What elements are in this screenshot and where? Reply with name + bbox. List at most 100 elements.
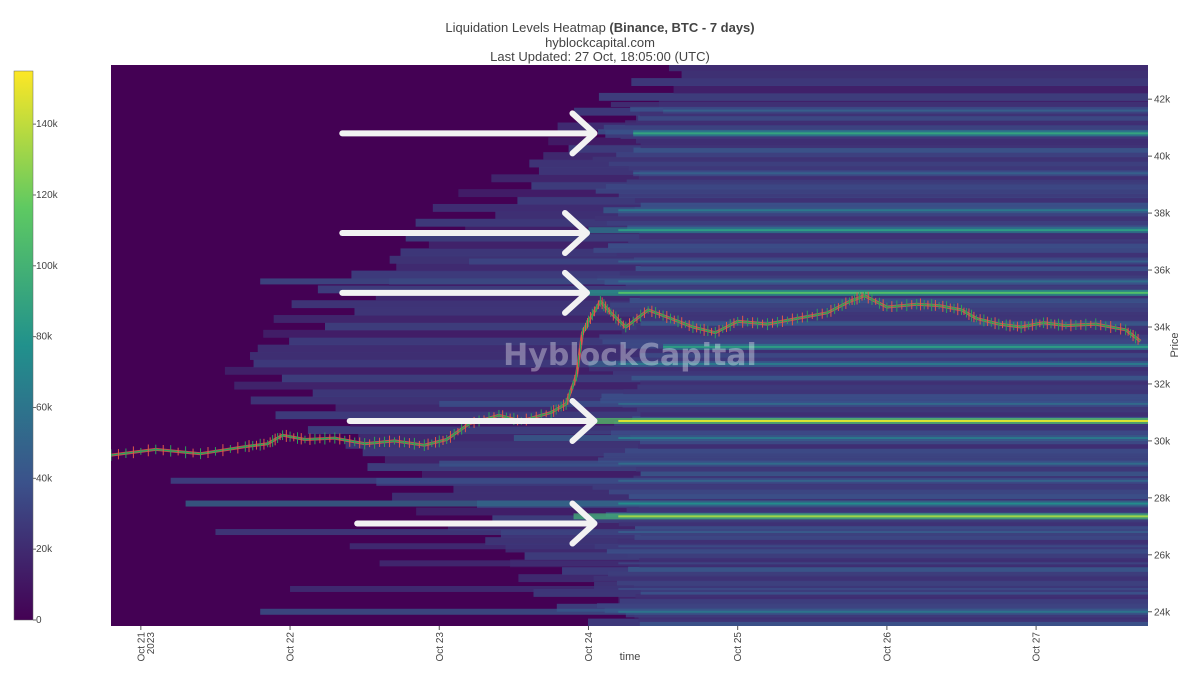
heatmap-cell bbox=[681, 70, 1148, 79]
heatmap-cell bbox=[616, 252, 1148, 258]
arrow-head bbox=[562, 210, 591, 257]
heatmap-cell bbox=[605, 184, 1148, 190]
liquidation-band-core bbox=[618, 545, 1148, 548]
heatmap-cell bbox=[621, 329, 1148, 335]
liquidation-band-core bbox=[618, 402, 1148, 405]
liquidation-band-core bbox=[618, 515, 1148, 518]
heatmap-cell bbox=[595, 188, 1148, 194]
liquidation-band-core bbox=[663, 109, 1148, 112]
colorbar-ticks: 0 20k 40k 60k 80k 100k 120k 140k bbox=[33, 119, 59, 626]
heatmap-cell bbox=[639, 621, 1148, 626]
y-tick-label: 34k bbox=[1154, 322, 1171, 333]
heatmap-cell bbox=[638, 115, 1148, 121]
heatmap-cell bbox=[588, 366, 1148, 372]
heatmap-cell bbox=[618, 193, 1148, 199]
x-tick-label: Oct 21 bbox=[136, 632, 147, 662]
heatmap-cell bbox=[618, 211, 1148, 217]
heatmap-cell bbox=[598, 457, 1148, 463]
heatmap-cell bbox=[636, 407, 1148, 413]
heatmap-cell bbox=[626, 507, 1148, 513]
liquidation-band-core bbox=[618, 587, 1148, 590]
chart-subtitle: hyblockcapital.com bbox=[545, 35, 655, 50]
heatmap-cell bbox=[631, 375, 1148, 381]
heatmap-cell bbox=[639, 234, 1148, 240]
colorbar-tick-label: 60k bbox=[36, 402, 53, 413]
heatmap-cell bbox=[601, 393, 1148, 399]
liquidation-band-core bbox=[618, 419, 1148, 422]
x-tick-label: Oct 25 bbox=[733, 632, 744, 662]
x-axis-label: time bbox=[620, 651, 641, 663]
heatmap-cell bbox=[630, 357, 1148, 363]
heatmap-cell bbox=[618, 521, 1148, 527]
y-tick-label: 36k bbox=[1154, 266, 1171, 277]
heatmap-cell bbox=[602, 338, 1148, 345]
heatmap-cell bbox=[623, 389, 1148, 395]
y-axis-ticks: 24k 26k 28k 30k 32k 34k 36k 38k 40k 42k bbox=[1148, 95, 1171, 618]
heatmap-cell bbox=[634, 534, 1148, 540]
liquidation-band-core bbox=[618, 280, 1148, 283]
heatmap-cell bbox=[628, 493, 1148, 499]
x-tick-label: Oct 22 bbox=[286, 632, 297, 662]
heatmap-cell bbox=[637, 384, 1148, 390]
colorbar bbox=[13, 70, 34, 621]
heatmap-cell bbox=[638, 616, 1148, 622]
colorbar-tick-label: 100k bbox=[36, 261, 59, 272]
heatmap-cell bbox=[640, 471, 1148, 477]
heatmap-cell bbox=[627, 553, 1148, 559]
y-tick-label: 26k bbox=[1154, 550, 1171, 561]
heatmap-cell bbox=[635, 525, 1148, 531]
heatmap-cell bbox=[626, 179, 1148, 185]
heatmap-cell bbox=[640, 379, 1148, 386]
x-tick-label: Oct 26 bbox=[882, 632, 893, 662]
arrow-head bbox=[569, 500, 598, 547]
heatmap-cell bbox=[635, 138, 1148, 144]
heatmap-cell bbox=[639, 293, 1148, 299]
heatmap-cell bbox=[625, 448, 1148, 454]
heatmap-cell bbox=[608, 161, 1148, 167]
liquidation-band-core bbox=[618, 229, 1148, 232]
heatmap-cell bbox=[629, 297, 1148, 303]
heatmap-cell bbox=[598, 92, 1148, 101]
heatmap-cell bbox=[638, 174, 1148, 180]
x-tick-label: Oct 24 bbox=[584, 632, 595, 662]
heatmap-cell bbox=[619, 598, 1148, 604]
y-tick-label: 40k bbox=[1154, 152, 1171, 163]
annotation-arrows bbox=[339, 110, 598, 547]
heatmap-cell bbox=[634, 197, 1148, 203]
heatmap-cell bbox=[591, 307, 1148, 313]
heatmap-cell bbox=[631, 78, 1148, 87]
heatmap-cell bbox=[632, 316, 1148, 322]
heatmap-cell bbox=[608, 489, 1148, 495]
x-tick-label: Oct 23 bbox=[435, 632, 446, 662]
heatmap-cell bbox=[636, 325, 1148, 331]
arrow-head bbox=[569, 110, 598, 157]
liquidation-band-core bbox=[618, 209, 1148, 212]
heatmap-cell bbox=[640, 143, 1148, 149]
heatmap-cell bbox=[592, 484, 1148, 490]
liquidation-band-core bbox=[618, 437, 1148, 440]
colorbar-tick-label: 120k bbox=[36, 190, 59, 201]
y-tick-label: 28k bbox=[1154, 493, 1171, 504]
heatmap-cell bbox=[640, 352, 1148, 358]
heatmap-cell bbox=[608, 243, 1148, 249]
heatmap-cell bbox=[639, 111, 1148, 117]
y-tick-label: 32k bbox=[1154, 379, 1171, 390]
liquidation-band-core bbox=[633, 172, 1148, 175]
heatmap-cell bbox=[590, 425, 1148, 431]
y-tick-label: 24k bbox=[1154, 607, 1171, 618]
colorbar-tick-label: 20k bbox=[36, 544, 53, 555]
heatmap-cell bbox=[603, 452, 1148, 458]
liquidation-bands bbox=[170, 65, 1148, 626]
watermark: HyblockCapital bbox=[503, 338, 757, 373]
y-tick-label: 30k bbox=[1154, 436, 1171, 447]
heatmap-cell bbox=[593, 575, 1148, 581]
heatmap-cell bbox=[619, 270, 1148, 276]
heatmap-cell bbox=[625, 120, 1148, 126]
heatmap-cell bbox=[668, 65, 1148, 72]
heatmap-cell bbox=[593, 247, 1148, 253]
last-updated: Last Updated: 27 Oct, 18:05:00 (UTC) bbox=[490, 49, 710, 64]
heatmap-cell bbox=[633, 147, 1148, 153]
heatmap-cell bbox=[635, 594, 1148, 600]
heatmap-cell bbox=[600, 398, 1148, 404]
